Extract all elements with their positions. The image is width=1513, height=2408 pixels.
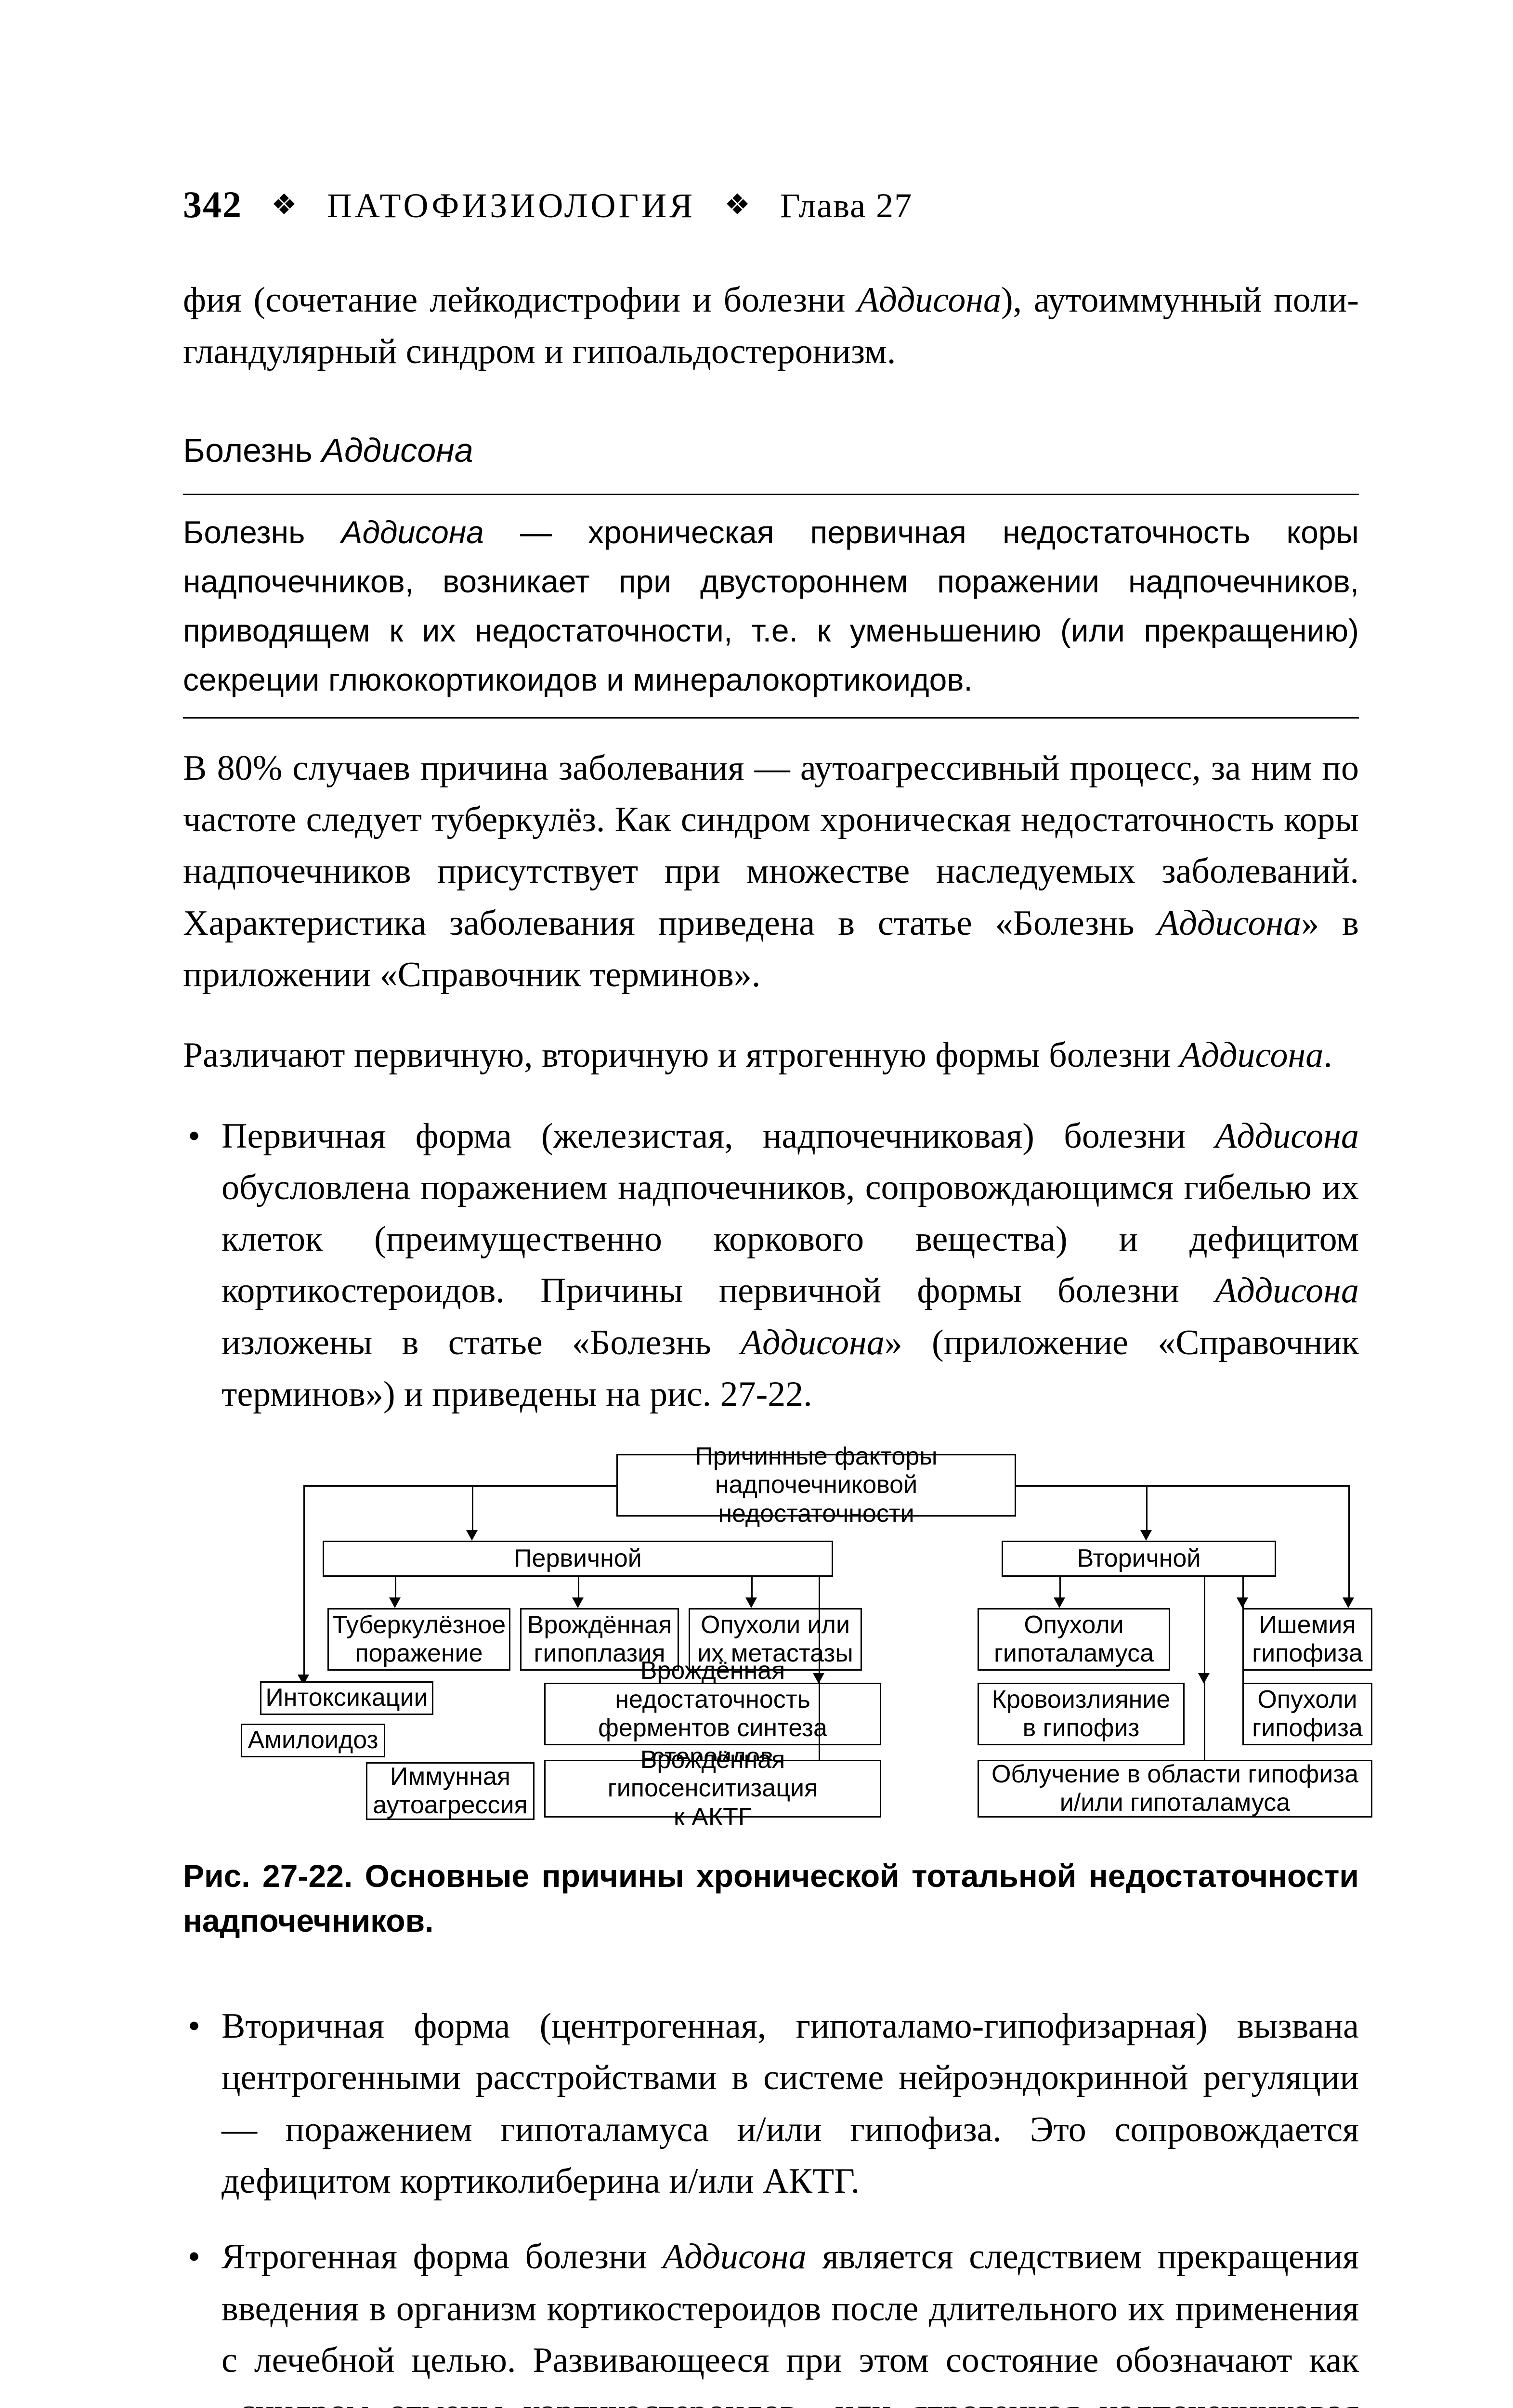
definition-box: Болезнь Аддисона — хроническая первичная… bbox=[183, 508, 1359, 705]
node-ischemia: Ишемиягипофиза bbox=[1242, 1608, 1372, 1671]
node-aktg: Врождённая гипосенситизацияк АКТГ bbox=[544, 1760, 881, 1818]
bullet-dot: • bbox=[183, 2001, 222, 2207]
node-tb: Туберкулёзноепоражение bbox=[327, 1608, 510, 1671]
bullet-dot: • bbox=[183, 2231, 222, 2408]
separator-diamond-2: ❖ bbox=[724, 188, 751, 222]
page-number: 342 bbox=[183, 183, 242, 225]
separator-diamond-1: ❖ bbox=[271, 188, 298, 222]
node-tumor-hypothalamus: Опухолигипоталамуса bbox=[978, 1608, 1170, 1671]
node-root: Причинные факторынадпочечниковой недоста… bbox=[616, 1454, 1016, 1517]
node-immune: Иммуннаяаутоагрессия bbox=[366, 1762, 535, 1820]
node-radiation: Облучение в области гипофизаи/или гипота… bbox=[978, 1760, 1372, 1818]
page: 342 ❖ ПАТОФИЗИОЛОГИЯ ❖ Глава 27 фия (соч… bbox=[0, 0, 1513, 2368]
node-tumor-hypophysis: Опухолигипофиза bbox=[1242, 1683, 1372, 1745]
book-title: ПАТОФИЗИОЛОГИЯ bbox=[327, 186, 695, 225]
section-heading: Болезнь Аддисона bbox=[183, 431, 1359, 470]
node-secondary: Вторичной bbox=[1002, 1541, 1276, 1577]
figure-27-22: Причинные факторынадпочечниковой недоста… bbox=[241, 1454, 1372, 1820]
chapter-label: Глава 27 bbox=[780, 186, 913, 225]
figure-caption: Рис. 27-22. Основные причины хронической… bbox=[183, 1854, 1359, 1943]
bullet-iatrogenic-form: • Ятрогенная форма болезни Аддисона явля… bbox=[183, 2231, 1359, 2408]
bullet-text: Вторичная форма (центрогенная, гипоталам… bbox=[222, 2001, 1359, 2207]
node-hemorrhage: Кровоизлияниев гипофиз bbox=[978, 1683, 1185, 1745]
rule-top bbox=[183, 494, 1359, 495]
bullet-text: Первичная форма (железистая, надпочечник… bbox=[222, 1111, 1359, 1421]
rule-bottom bbox=[183, 717, 1359, 719]
running-header: 342 ❖ ПАТОФИЗИОЛОГИЯ ❖ Глава 27 bbox=[183, 183, 1359, 226]
node-enzyme: Врождённая недостаточностьферментов синт… bbox=[544, 1683, 881, 1745]
bullet-secondary-form: • Вторичная форма (центрогенная, гипотал… bbox=[183, 2001, 1359, 2207]
node-amyloidosis: Амилоидоз bbox=[241, 1724, 385, 1757]
paragraph-forms: Различают первичную, вторичную и ятроген… bbox=[183, 1030, 1359, 1081]
diagram-canvas: Причинные факторынадпочечниковой недоста… bbox=[241, 1454, 1372, 1820]
bullet-dot: • bbox=[183, 1111, 222, 1421]
node-primary: Первичной bbox=[323, 1541, 833, 1577]
node-intoxication: Интоксикации bbox=[260, 1681, 433, 1715]
paragraph-80pct: В 80% случаев причина заболевания — ауто… bbox=[183, 743, 1359, 1001]
bullet-primary-form: • Первичная форма (железистая, надпочечн… bbox=[183, 1111, 1359, 1421]
paragraph-continuation: фия (сочетание лейкодистрофии и болезни … bbox=[183, 275, 1359, 378]
bullet-text: Ятрогенная форма болезни Аддисона являет… bbox=[222, 2231, 1359, 2408]
